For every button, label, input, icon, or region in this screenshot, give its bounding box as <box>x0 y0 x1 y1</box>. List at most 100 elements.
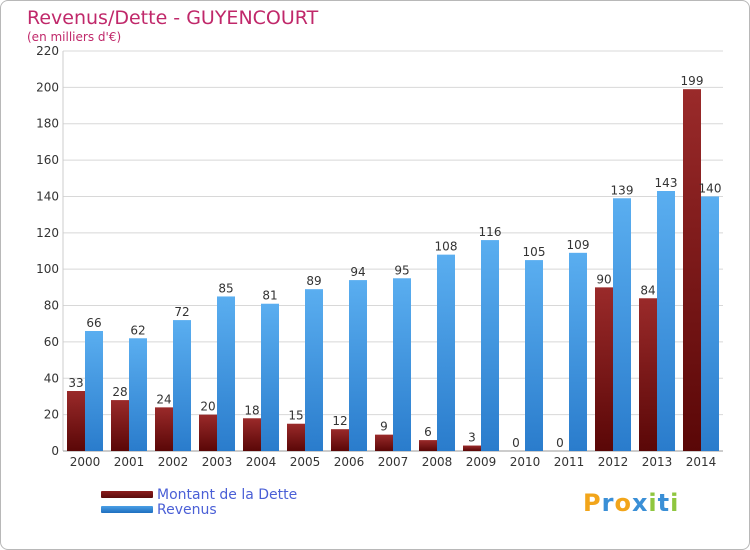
bar-debt-2002 <box>155 407 173 451</box>
y-tick-label: 40 <box>44 371 59 385</box>
data-label-revenue-2014: 140 <box>699 181 722 195</box>
legend-swatch-revenue <box>101 506 153 513</box>
data-label-revenue-2008: 108 <box>435 240 458 254</box>
proxiti-logo: Proxiti <box>583 489 679 517</box>
data-label-debt-2000: 33 <box>68 376 83 390</box>
bar-debt-2009 <box>463 445 481 451</box>
x-tick-label-2005: 2005 <box>290 455 321 469</box>
chart-title: Revenus/Dette - GUYENCOURT <box>27 7 319 29</box>
data-label-debt-2005: 15 <box>288 409 303 423</box>
data-label-debt-2003: 20 <box>200 400 215 414</box>
data-label-debt-2008: 6 <box>424 425 432 439</box>
data-label-revenue-2009: 116 <box>479 225 502 239</box>
data-label-debt-2013: 84 <box>640 283 655 297</box>
bar-revenue-2012 <box>613 198 631 451</box>
bar-debt-2005 <box>287 423 305 451</box>
data-label-revenue-2004: 81 <box>262 289 277 303</box>
x-tick-label-2007: 2007 <box>378 455 409 469</box>
bar-revenue-2002 <box>173 320 191 451</box>
data-label-revenue-2010: 105 <box>523 245 546 259</box>
x-tick-label-2003: 2003 <box>202 455 233 469</box>
data-label-revenue-2001: 62 <box>130 323 145 337</box>
y-tick-label: 160 <box>36 153 59 167</box>
data-label-revenue-2003: 85 <box>218 281 233 295</box>
bar-debt-2000 <box>67 391 85 451</box>
bar-revenue-2013 <box>657 191 675 451</box>
x-tick-label-2010: 2010 <box>510 455 541 469</box>
data-label-debt-2002: 24 <box>156 392 171 406</box>
data-label-debt-2001: 28 <box>112 385 127 399</box>
data-label-revenue-2011: 109 <box>567 238 590 252</box>
bar-debt-2003 <box>199 414 217 451</box>
logo-letter: t <box>657 489 671 517</box>
y-tick-label: 80 <box>44 299 59 313</box>
bar-debt-2004 <box>243 418 261 451</box>
y-tick-label: 120 <box>36 226 59 240</box>
bar-revenue-2007 <box>393 278 411 451</box>
y-tick-label: 0 <box>51 444 59 458</box>
logo-letter: i <box>648 489 658 517</box>
bar-debt-2008 <box>419 440 437 451</box>
legend-item-revenue: Revenus <box>101 501 297 518</box>
x-tick-label-2000: 2000 <box>70 455 101 469</box>
bar-revenue-2001 <box>129 338 147 451</box>
data-label-revenue-2007: 95 <box>394 263 409 277</box>
data-label-debt-2014: 199 <box>681 74 704 88</box>
bar-revenue-2003 <box>217 296 235 451</box>
data-label-revenue-2013: 143 <box>655 176 678 190</box>
y-tick-label: 180 <box>36 117 59 131</box>
data-label-debt-2010: 0 <box>512 436 520 450</box>
y-tick-label: 140 <box>36 189 59 203</box>
y-tick-label: 200 <box>36 80 59 94</box>
legend-label-revenue: Revenus <box>157 501 217 518</box>
x-tick-label-2006: 2006 <box>334 455 365 469</box>
bar-debt-2001 <box>111 400 129 451</box>
data-label-debt-2006: 12 <box>332 414 347 428</box>
bar-revenue-2011 <box>569 252 587 451</box>
logo-letter: r <box>601 489 615 517</box>
data-label-debt-2004: 18 <box>244 403 259 417</box>
logo-letter: o <box>614 489 632 517</box>
x-tick-label-2011: 2011 <box>554 455 585 469</box>
bar-revenue-2005 <box>305 289 323 451</box>
x-tick-label-2001: 2001 <box>114 455 145 469</box>
data-label-debt-2007: 9 <box>380 420 388 434</box>
data-label-revenue-2012: 139 <box>611 183 634 197</box>
bar-revenue-2009 <box>481 240 499 451</box>
legend-label-debt: Montant de la Dette <box>157 486 298 503</box>
chart-legend: Montant de la Dette Revenus <box>101 486 298 518</box>
data-label-debt-2011: 0 <box>556 436 564 450</box>
x-tick-label-2009: 2009 <box>466 455 497 469</box>
bar-debt-2007 <box>375 434 393 451</box>
legend-swatch-debt <box>101 491 153 498</box>
data-label-revenue-2005: 89 <box>306 274 321 288</box>
bar-debt-2006 <box>331 429 349 451</box>
logo-letter: x <box>631 489 649 517</box>
x-tick-label-2014: 2014 <box>686 455 717 469</box>
logo-letter: P <box>583 489 602 517</box>
data-label-revenue-2000: 66 <box>86 316 101 330</box>
bar-debt-2012 <box>595 287 613 451</box>
bar-revenue-2006 <box>349 280 367 451</box>
chart-subtitle: (en milliers d'€) <box>27 30 122 44</box>
y-tick-label: 100 <box>36 262 59 276</box>
legend-item-debt: Montant de la Dette <box>101 486 298 503</box>
data-label-revenue-2006: 94 <box>350 265 365 279</box>
y-tick-label: 220 <box>36 44 59 58</box>
x-tick-label-2002: 2002 <box>158 455 189 469</box>
x-tick-label-2013: 2013 <box>642 455 673 469</box>
bar-debt-2013 <box>639 298 657 451</box>
x-tick-label-2004: 2004 <box>246 455 277 469</box>
x-tick-label-2008: 2008 <box>422 455 453 469</box>
data-label-revenue-2002: 72 <box>174 305 189 319</box>
logo-letter: i <box>670 489 680 517</box>
bar-debt-2014 <box>683 89 701 451</box>
bar-revenue-2004 <box>261 303 279 451</box>
y-tick-label: 60 <box>44 335 59 349</box>
bar-revenue-2014 <box>701 196 719 451</box>
data-label-debt-2012: 90 <box>596 272 611 286</box>
data-label-debt-2009: 3 <box>468 431 476 445</box>
x-tick-label-2012: 2012 <box>598 455 629 469</box>
